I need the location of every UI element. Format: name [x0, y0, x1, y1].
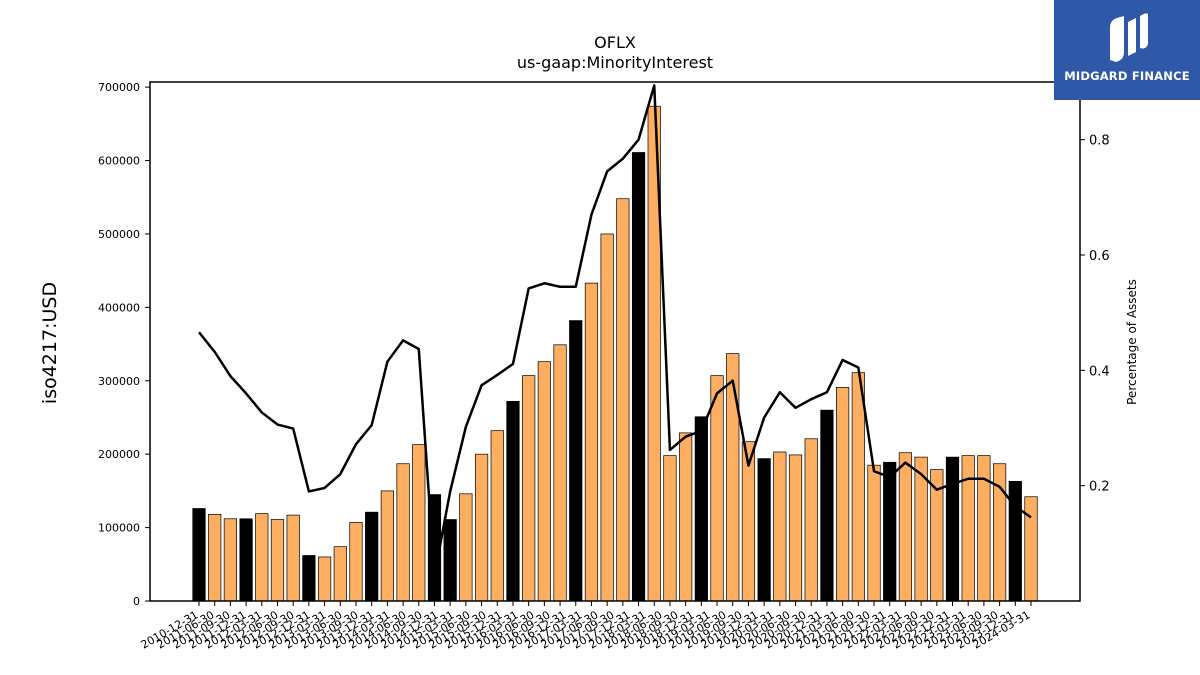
bar	[239, 518, 253, 602]
midgard-logo-icon	[1110, 13, 1148, 62]
bar	[788, 454, 803, 602]
bar	[255, 513, 269, 602]
y2-tick-label: 0.2	[1089, 480, 1110, 495]
bar	[506, 400, 520, 602]
bar	[396, 463, 410, 602]
bar	[333, 546, 347, 602]
bar	[474, 453, 489, 602]
bar	[961, 455, 975, 602]
bar	[851, 372, 865, 602]
bar	[600, 233, 614, 602]
midgard-finance-logo: MIDGARD FINANCE	[1054, 0, 1200, 100]
bar	[412, 444, 426, 602]
bar	[459, 493, 473, 602]
chart-title: OFLX	[594, 33, 636, 52]
bar	[631, 152, 646, 602]
bar	[192, 508, 206, 602]
bar	[490, 430, 504, 602]
bar	[820, 409, 834, 602]
y-tick-label: 700000	[98, 81, 140, 94]
bar-series	[192, 105, 1038, 602]
bar	[977, 455, 991, 602]
bar	[302, 555, 316, 602]
y-tick-label: 0	[133, 595, 140, 608]
bar	[710, 375, 724, 602]
y-tick-label: 300000	[98, 375, 140, 388]
bar	[616, 198, 630, 602]
bar	[553, 344, 567, 602]
bar	[883, 461, 897, 602]
bar	[349, 522, 363, 602]
bar	[757, 458, 771, 602]
bar	[836, 387, 850, 602]
bar	[945, 456, 960, 602]
bar	[522, 375, 536, 602]
y2-tick-label: 0.4	[1089, 364, 1110, 379]
bar	[365, 511, 379, 602]
plot-frame	[149, 81, 1081, 602]
y-tick-label: 600000	[98, 155, 140, 168]
bar	[317, 556, 332, 602]
bar	[679, 432, 693, 602]
bar	[537, 361, 551, 602]
bar	[726, 353, 740, 602]
bar	[773, 451, 787, 602]
chart-subtitle: us-gaap:MinorityInterest	[517, 53, 713, 72]
bar	[208, 514, 222, 602]
bar	[898, 452, 913, 602]
bar	[286, 514, 300, 602]
percentage-line	[198, 84, 1032, 577]
bar	[694, 416, 708, 602]
y2-axis-label: Percentage of Assets	[1125, 279, 1139, 405]
y-tick-label: 200000	[98, 448, 140, 461]
bar	[1024, 496, 1038, 602]
axes: 0 100000 200000 300000 400000 500000 600000 700…	[98, 81, 1110, 651]
line-series	[198, 84, 1032, 577]
logo-text: MIDGARD FINANCE	[1064, 69, 1190, 83]
bar	[380, 490, 394, 602]
y-tick-label: 500000	[98, 228, 140, 241]
bar	[270, 519, 285, 602]
bar	[867, 464, 881, 602]
bar	[443, 519, 457, 602]
y-tick-label: 100000	[98, 522, 140, 535]
bar	[663, 455, 677, 602]
y2-tick-label: 0.6	[1089, 249, 1110, 264]
y-tick-label: 400000	[98, 301, 140, 314]
y-axis-label: iso4217:USD	[39, 282, 61, 404]
y2-tick-label: 0.8	[1089, 134, 1110, 149]
bar	[223, 518, 237, 602]
bar	[584, 282, 599, 602]
bar	[569, 320, 583, 602]
bar	[804, 438, 818, 602]
